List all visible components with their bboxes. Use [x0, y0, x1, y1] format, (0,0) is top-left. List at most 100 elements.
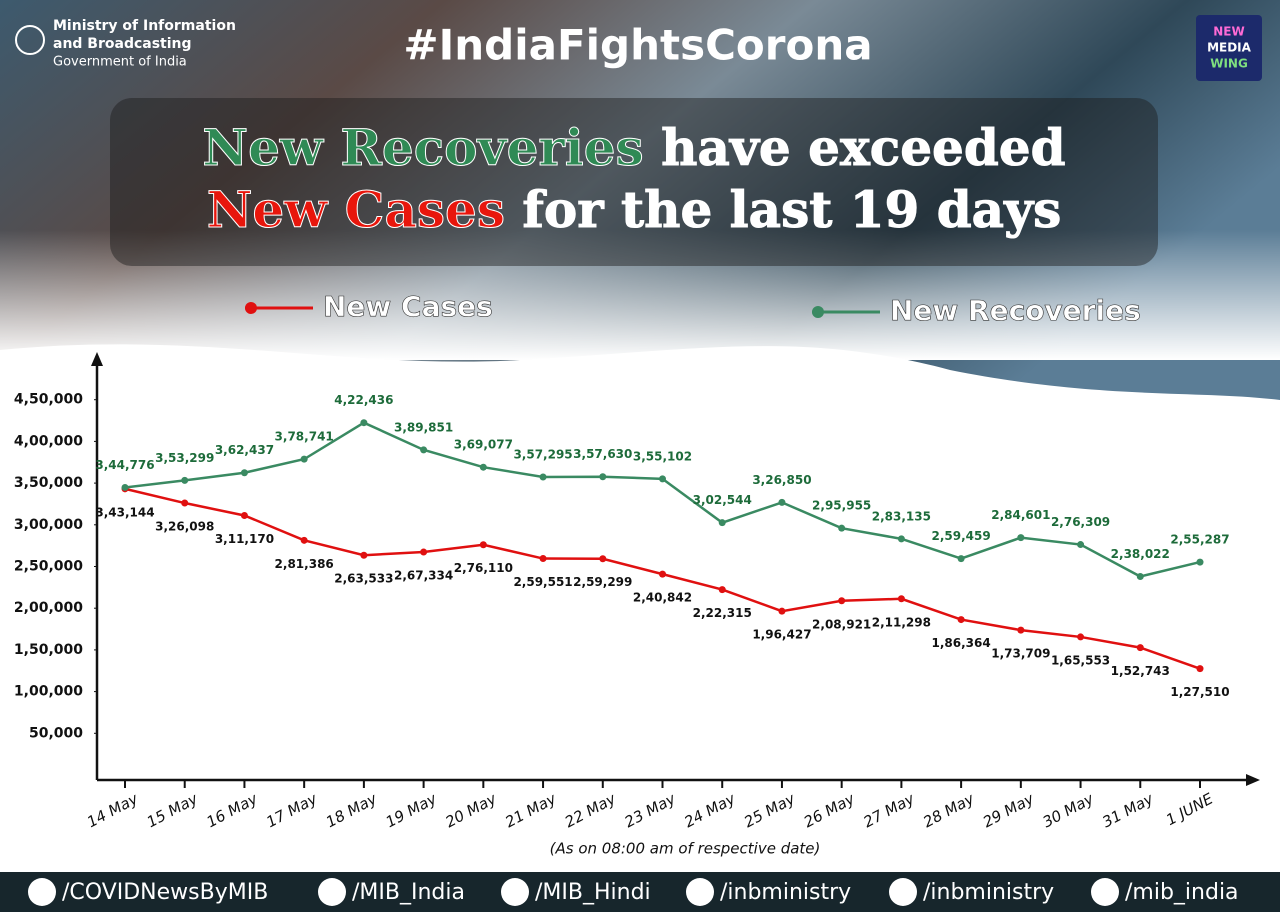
headline-part: for the last 19 days	[522, 180, 1061, 239]
value-label: 3,57,295	[513, 448, 572, 462]
value-label: 1,52,743	[1111, 664, 1170, 678]
chart: 50,000 1,00,000 1,50,000 2,00,000 2,50,000 3,…	[14, 352, 1260, 831]
instagram-icon	[1091, 878, 1119, 906]
value-label: 2,95,955	[812, 499, 871, 513]
value-label: 3,78,741	[275, 430, 334, 444]
y-tick-label: 3,00,000	[14, 517, 83, 533]
ministry-line: Ministry of Information	[53, 18, 236, 34]
data-point	[897, 535, 905, 543]
logo-text: MEDIA	[1207, 41, 1252, 55]
value-label: 4,22,436	[334, 393, 393, 407]
value-label: 2,63,533	[334, 572, 393, 586]
twitter-icon	[28, 878, 56, 906]
data-point	[360, 551, 368, 559]
data-point	[181, 499, 189, 507]
y-tick-label: 1,50,000	[14, 642, 83, 658]
logo-text: NEW	[1213, 25, 1244, 39]
value-label: 3,89,851	[394, 420, 453, 434]
logo-box	[1196, 15, 1262, 81]
data-point	[1196, 558, 1204, 566]
social-handle: /mib_india	[1125, 880, 1239, 905]
headline-part: have exceeded	[661, 118, 1065, 177]
value-label: 3,11,170	[215, 532, 274, 546]
value-label: 2,76,309	[1051, 515, 1110, 529]
twitter-icon	[318, 878, 346, 906]
data-point	[838, 597, 846, 605]
y-tick-label: 2,50,000	[14, 559, 83, 575]
legend-marker	[812, 306, 824, 318]
footer-bar	[0, 872, 1280, 912]
headline-box	[110, 98, 1158, 266]
data-point	[778, 607, 786, 615]
value-label: 2,08,921	[812, 617, 871, 631]
value-label: 3,53,299	[155, 451, 214, 465]
emblem	[15, 25, 45, 55]
value-label: 3,26,850	[752, 473, 811, 487]
value-label: 2,67,334	[394, 569, 453, 583]
ministry-line: and Broadcasting	[53, 36, 192, 52]
social-handle: /COVIDNewsByMIB	[62, 880, 268, 905]
data-point	[659, 475, 666, 483]
data-point	[181, 476, 189, 484]
value-label: 2,59,459	[932, 529, 991, 543]
social-handle: /MIB_Hindi	[535, 880, 651, 905]
data-point	[897, 595, 905, 603]
data-point	[718, 519, 726, 527]
social-handle: /inbministry	[923, 880, 1054, 905]
value-label: 2,76,110	[454, 561, 513, 575]
data-point	[479, 541, 487, 549]
value-label: 2,38,022	[1111, 547, 1170, 561]
twitter-icon	[501, 878, 529, 906]
headline: New Cases for the last 19 days	[207, 180, 1062, 239]
y-axis-arrow	[91, 352, 103, 366]
value-label: 3,57,630	[573, 447, 632, 461]
data-point	[778, 498, 786, 506]
government: Government of India	[53, 55, 187, 70]
legend-label: New Cases	[323, 290, 493, 323]
data-point	[599, 473, 607, 481]
value-label: 3,26,098	[155, 520, 214, 534]
value-label: 3,44,776	[95, 458, 154, 472]
y-tick-label: 2,00,000	[14, 600, 83, 616]
data-point	[1136, 572, 1144, 580]
hashtag: #IndiaFightsCorona	[403, 21, 872, 70]
value-label: 1,73,709	[991, 647, 1050, 661]
social-handle: /MIB_India	[352, 880, 465, 905]
data-point	[360, 419, 368, 427]
y-tick-label: 4,00,000	[14, 433, 83, 449]
youtube-icon	[889, 878, 917, 906]
y-tick-label: 50,000	[29, 725, 83, 741]
headline-part: New Cases	[207, 180, 505, 239]
y-tick-label: 1,00,000	[14, 684, 83, 700]
white-panel	[0, 344, 1280, 912]
data-point	[1136, 644, 1144, 652]
data-point	[300, 455, 308, 463]
value-label: 2,55,287	[1170, 533, 1229, 547]
data-point	[838, 524, 846, 532]
footer: /COVIDNewsByMIB /MIB_India /MIB_Hindi /i…	[28, 878, 1239, 906]
data-point	[240, 511, 248, 519]
data-point	[957, 616, 965, 624]
data-point	[1077, 541, 1085, 549]
value-label: 3,62,437	[215, 443, 274, 457]
value-label: 1,65,553	[1051, 653, 1110, 667]
legend-marker	[245, 302, 257, 314]
footnote: (As on 08:00 am of respective date)	[550, 840, 821, 858]
value-label: 1,27,510	[1170, 685, 1229, 699]
data-point	[1017, 534, 1025, 542]
value-label: 3,55,102	[633, 449, 692, 463]
logo-text: WING	[1210, 57, 1248, 71]
data-point	[1017, 626, 1025, 634]
data-point	[240, 469, 248, 477]
value-label: 1,96,427	[752, 628, 811, 642]
value-label: 2,81,386	[275, 557, 334, 571]
data-point	[1077, 633, 1085, 641]
photo-fade	[0, 230, 1280, 360]
headline: New Recoveries have exceeded	[202, 118, 1065, 177]
value-label: 3,02,544	[693, 493, 752, 507]
x-axis-arrow	[1246, 774, 1260, 786]
data-point	[718, 586, 726, 594]
data-point	[1196, 665, 1204, 673]
value-label: 2,59,299	[573, 575, 632, 589]
